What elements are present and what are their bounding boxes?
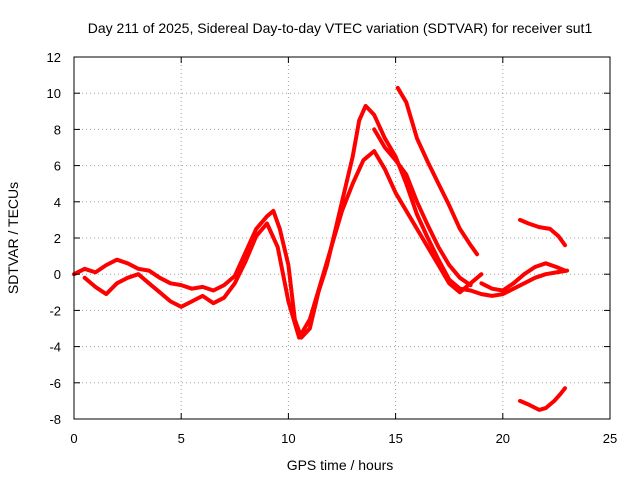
y-tick-label: 0	[54, 267, 61, 282]
series-trace-f	[518, 217, 567, 248]
x-tick-label: 0	[70, 431, 77, 446]
chart-title: Day 211 of 2025, Sidereal Day-to-day VTE…	[88, 20, 593, 36]
y-tick-label: -2	[49, 303, 61, 318]
y-tick-label: 4	[54, 195, 61, 210]
tick-labels: 0 5 10 15 20 25 -8 -6 -4 -2 0 2 4 6 8 10 12	[47, 50, 618, 446]
y-tick-label: 8	[54, 122, 61, 137]
series-trace-a	[72, 103, 570, 340]
y-tick-label: -8	[49, 412, 61, 427]
x-tick-label: 15	[388, 431, 402, 446]
y-tick-label: 12	[47, 50, 61, 65]
series-trace-g	[518, 386, 567, 412]
x-tick-label: 10	[281, 431, 295, 446]
series-trace-c	[395, 85, 480, 257]
y-axis-label: SDTVAR / TECUs	[5, 182, 21, 294]
series-trace-b	[82, 149, 484, 340]
y-tick-label: 10	[47, 86, 61, 101]
x-tick-label: 25	[603, 431, 617, 446]
grid	[74, 57, 610, 419]
x-tick-label: 5	[178, 431, 185, 446]
y-tick-label: 2	[54, 231, 61, 246]
series-trace-e	[479, 261, 567, 293]
series-trace-d	[372, 127, 473, 288]
x-tick-label: 20	[496, 431, 510, 446]
y-tick-label: 6	[54, 159, 61, 174]
y-tick-label: -4	[49, 340, 61, 355]
data-series-group	[72, 85, 570, 412]
y-tick-label: -6	[49, 376, 61, 391]
x-axis-label: GPS time / hours	[287, 457, 394, 473]
